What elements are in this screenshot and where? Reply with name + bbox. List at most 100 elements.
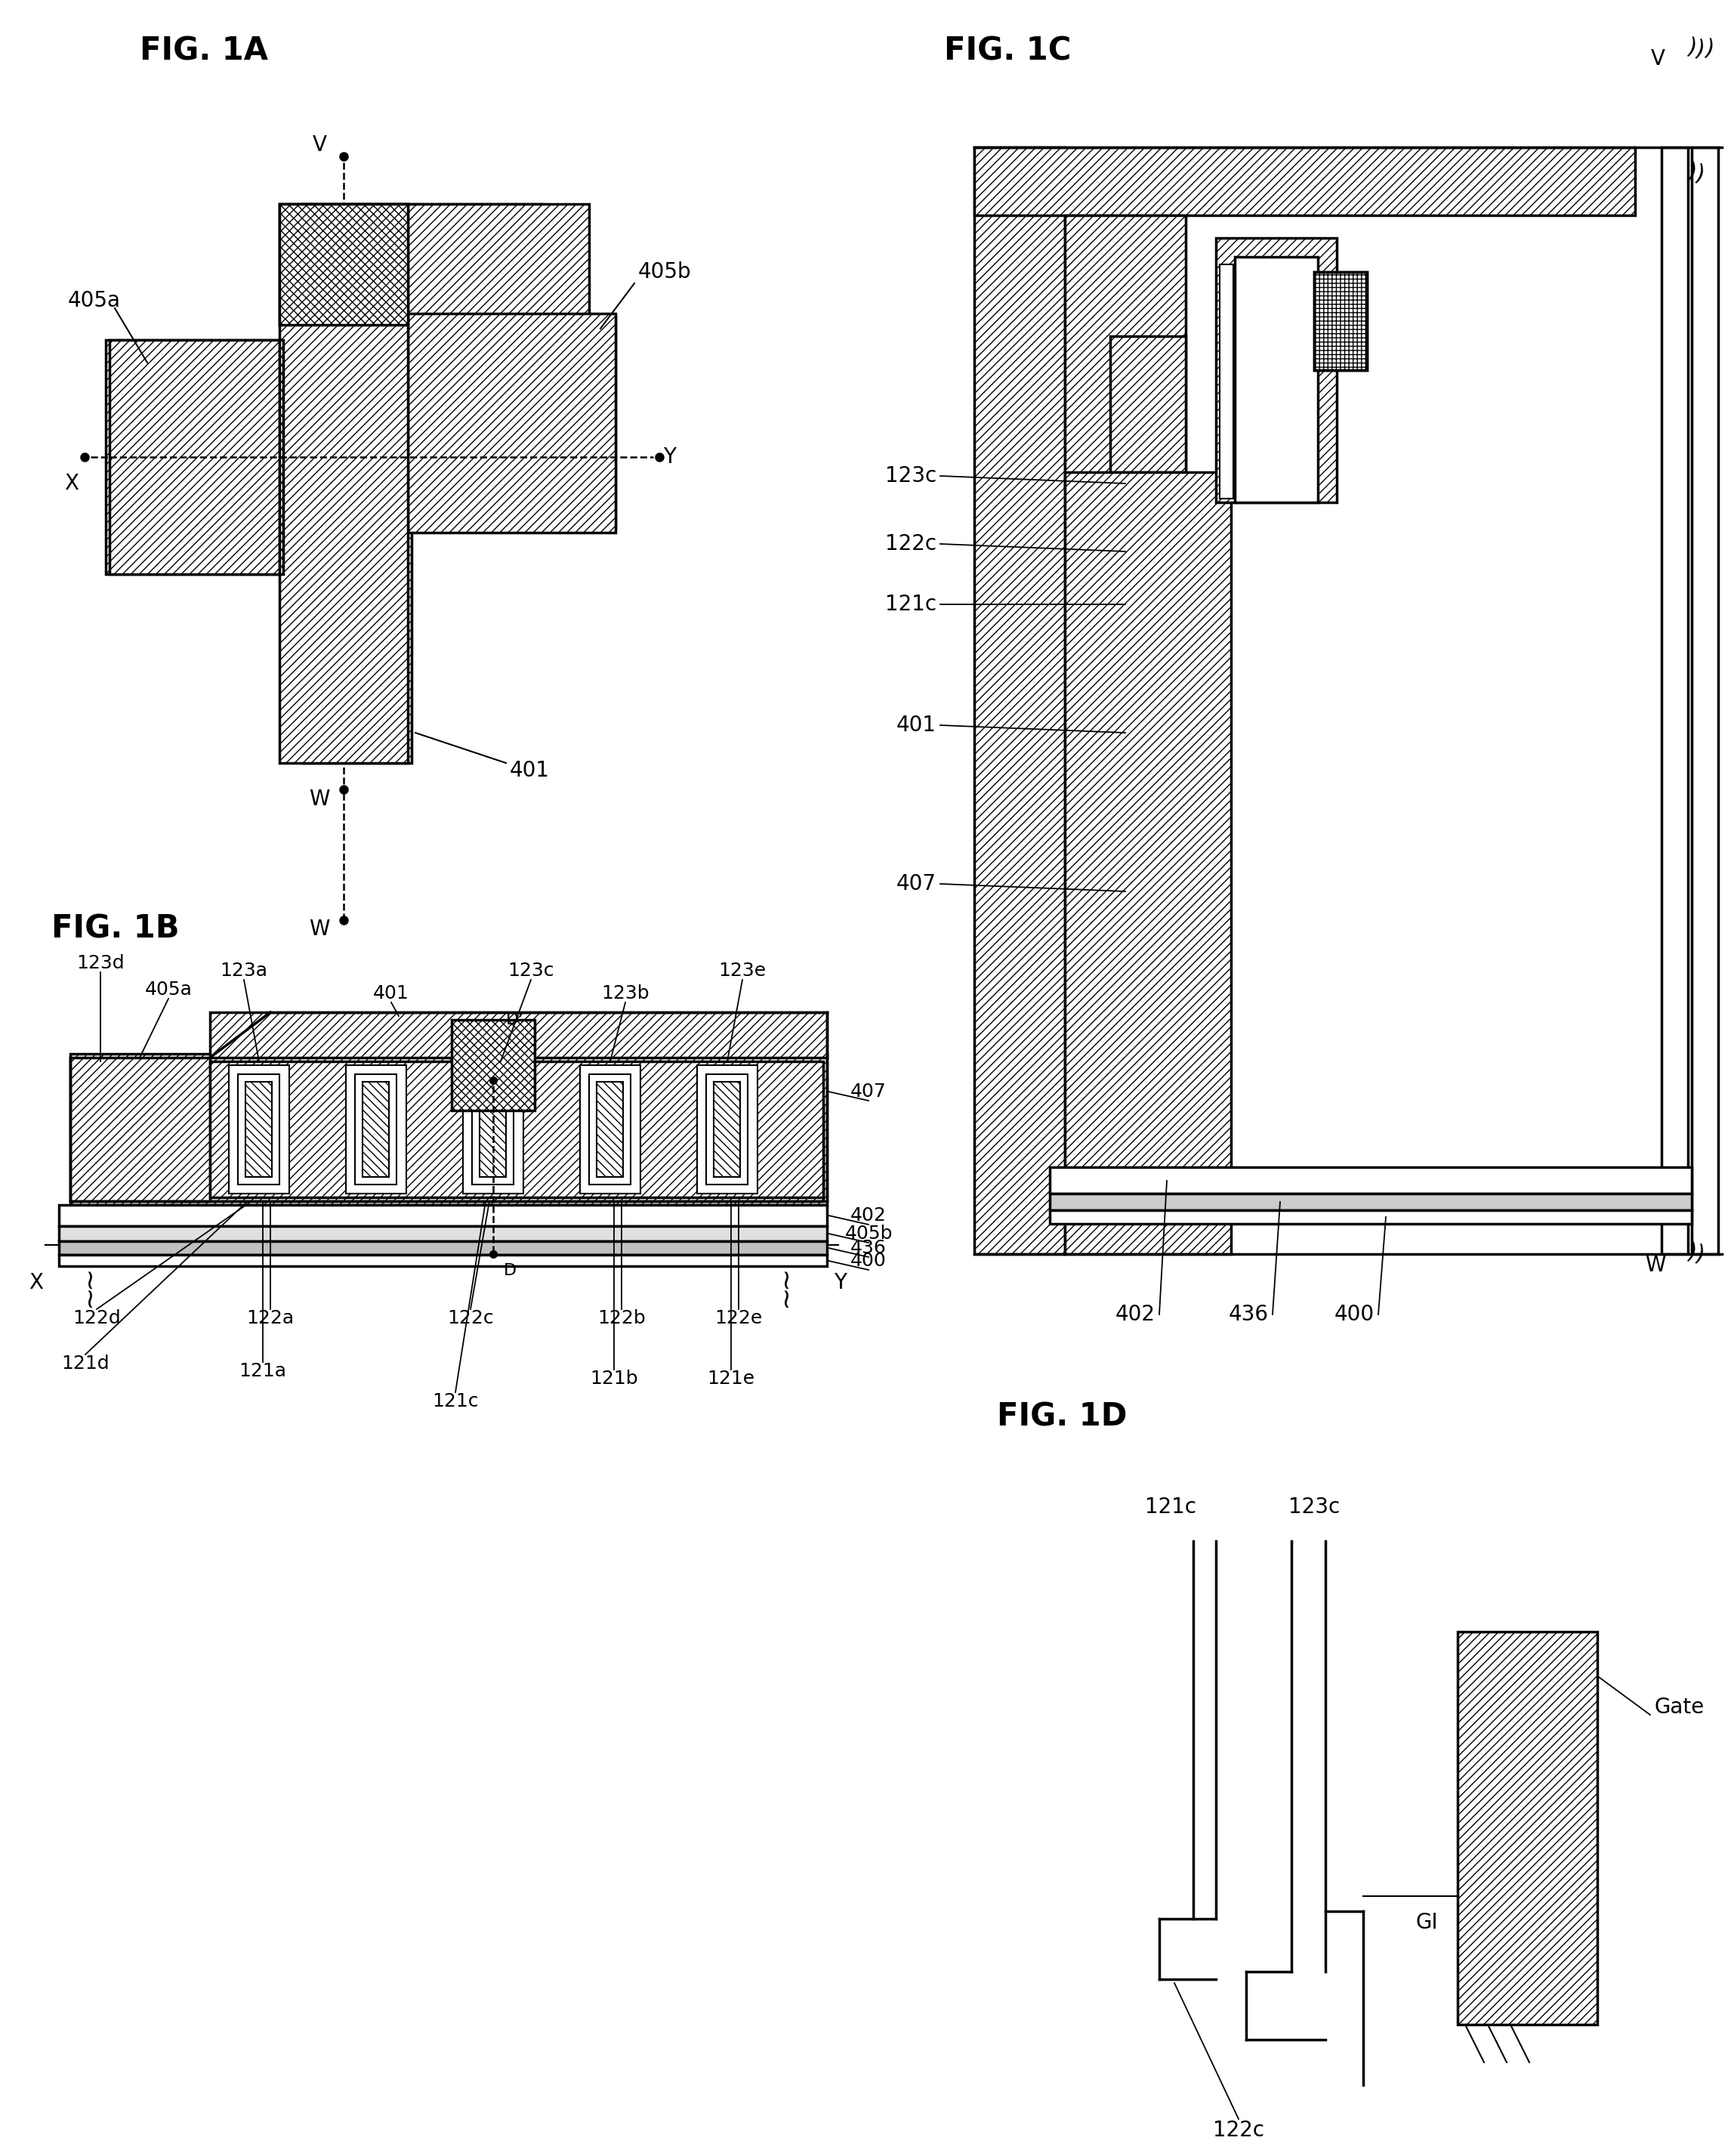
Text: 402: 402: [850, 1207, 886, 1225]
Bar: [706, 1074, 747, 1184]
Bar: [1314, 272, 1366, 371]
Bar: [238, 1074, 279, 1184]
Bar: [1049, 1210, 1692, 1225]
Text: 401: 401: [373, 985, 409, 1003]
Text: 121c: 121c: [1144, 1496, 1196, 1518]
Bar: [279, 341, 283, 573]
Text: W: W: [309, 918, 329, 940]
Bar: [1661, 147, 1687, 1255]
Bar: [302, 205, 544, 326]
Bar: [975, 147, 1065, 1255]
Bar: [975, 147, 1635, 216]
Text: D: D: [503, 1263, 517, 1279]
Text: 123e: 123e: [718, 962, 766, 979]
Bar: [279, 205, 407, 326]
Text: 121d: 121d: [61, 1354, 109, 1373]
Text: Gate: Gate: [1654, 1697, 1705, 1718]
Text: X: X: [64, 472, 80, 494]
Text: 400: 400: [850, 1253, 886, 1270]
Bar: [463, 1065, 524, 1194]
Text: FIG. 1D: FIG. 1D: [997, 1401, 1127, 1432]
Text: 400: 400: [1335, 1304, 1375, 1326]
Text: FIG. 1C: FIG. 1C: [943, 34, 1072, 67]
Bar: [1235, 257, 1318, 502]
Bar: [106, 341, 283, 573]
Text: 121b: 121b: [590, 1369, 638, 1388]
Text: 122c: 122c: [1212, 2119, 1264, 2141]
Text: )): )): [1684, 1242, 1708, 1268]
Bar: [596, 1082, 623, 1177]
Text: 121c: 121c: [884, 593, 936, 614]
Bar: [697, 1065, 758, 1194]
Text: 401: 401: [896, 714, 936, 735]
Bar: [1219, 265, 1233, 498]
Text: 436: 436: [850, 1240, 886, 1257]
Bar: [1065, 216, 1186, 487]
Text: 405b: 405b: [638, 261, 692, 282]
Bar: [229, 1065, 290, 1194]
Text: 122b: 122b: [598, 1309, 645, 1328]
Text: ~: ~: [76, 1266, 102, 1289]
Bar: [1110, 336, 1186, 472]
Text: 122e: 122e: [714, 1309, 763, 1328]
Bar: [355, 1074, 397, 1184]
Text: 123d: 123d: [76, 955, 125, 972]
Text: 122c: 122c: [884, 533, 936, 554]
Text: 122d: 122d: [73, 1309, 121, 1328]
Text: 401: 401: [510, 759, 550, 780]
Bar: [590, 1074, 631, 1184]
Bar: [362, 1082, 388, 1177]
Text: 121a: 121a: [239, 1363, 286, 1380]
Text: 436: 436: [1229, 1304, 1269, 1326]
Text: 123a: 123a: [220, 962, 267, 979]
Text: 407: 407: [850, 1082, 886, 1102]
Text: 405a: 405a: [144, 981, 192, 998]
Text: 123c: 123c: [1288, 1496, 1340, 1518]
Text: FIG. 1B: FIG. 1B: [52, 914, 179, 944]
Bar: [472, 1074, 513, 1184]
Bar: [71, 1054, 827, 1205]
Text: 123c: 123c: [884, 466, 936, 487]
Bar: [210, 1061, 824, 1197]
Text: V: V: [312, 134, 326, 155]
Bar: [210, 1013, 827, 1059]
Text: ): ): [1701, 37, 1717, 60]
Text: 405b: 405b: [844, 1225, 893, 1242]
Bar: [170, 1106, 824, 1201]
Bar: [1314, 272, 1366, 371]
Text: ~: ~: [773, 1266, 798, 1289]
Text: 121c: 121c: [432, 1393, 479, 1410]
Text: 122c: 122c: [447, 1309, 494, 1328]
Bar: [1065, 472, 1231, 1255]
Bar: [246, 1082, 272, 1177]
Bar: [279, 205, 590, 326]
Text: 407: 407: [896, 873, 936, 895]
Text: )): )): [1684, 162, 1708, 188]
Text: ~: ~: [76, 1285, 102, 1309]
Text: 405a: 405a: [68, 291, 121, 310]
Bar: [1049, 1166, 1692, 1194]
Bar: [345, 1065, 406, 1194]
Bar: [170, 1106, 824, 1201]
Text: 123b: 123b: [602, 985, 649, 1003]
Text: D': D': [506, 1013, 524, 1028]
Bar: [1049, 1194, 1692, 1210]
Bar: [427, 317, 616, 528]
Bar: [1692, 147, 1718, 1255]
Text: GI: GI: [1417, 1912, 1439, 1934]
Bar: [71, 1059, 210, 1201]
Text: W: W: [1646, 1255, 1666, 1276]
Bar: [59, 1205, 827, 1227]
Text: W: W: [309, 789, 329, 811]
Bar: [59, 1242, 827, 1255]
Text: Y: Y: [664, 446, 676, 468]
Bar: [451, 1020, 534, 1110]
Bar: [1216, 237, 1337, 502]
Text: X: X: [29, 1272, 43, 1294]
Bar: [302, 326, 411, 763]
Bar: [407, 313, 616, 533]
Bar: [210, 1061, 824, 1197]
Bar: [714, 1082, 740, 1177]
Text: Y: Y: [834, 1272, 846, 1294]
Text: 121e: 121e: [707, 1369, 754, 1388]
